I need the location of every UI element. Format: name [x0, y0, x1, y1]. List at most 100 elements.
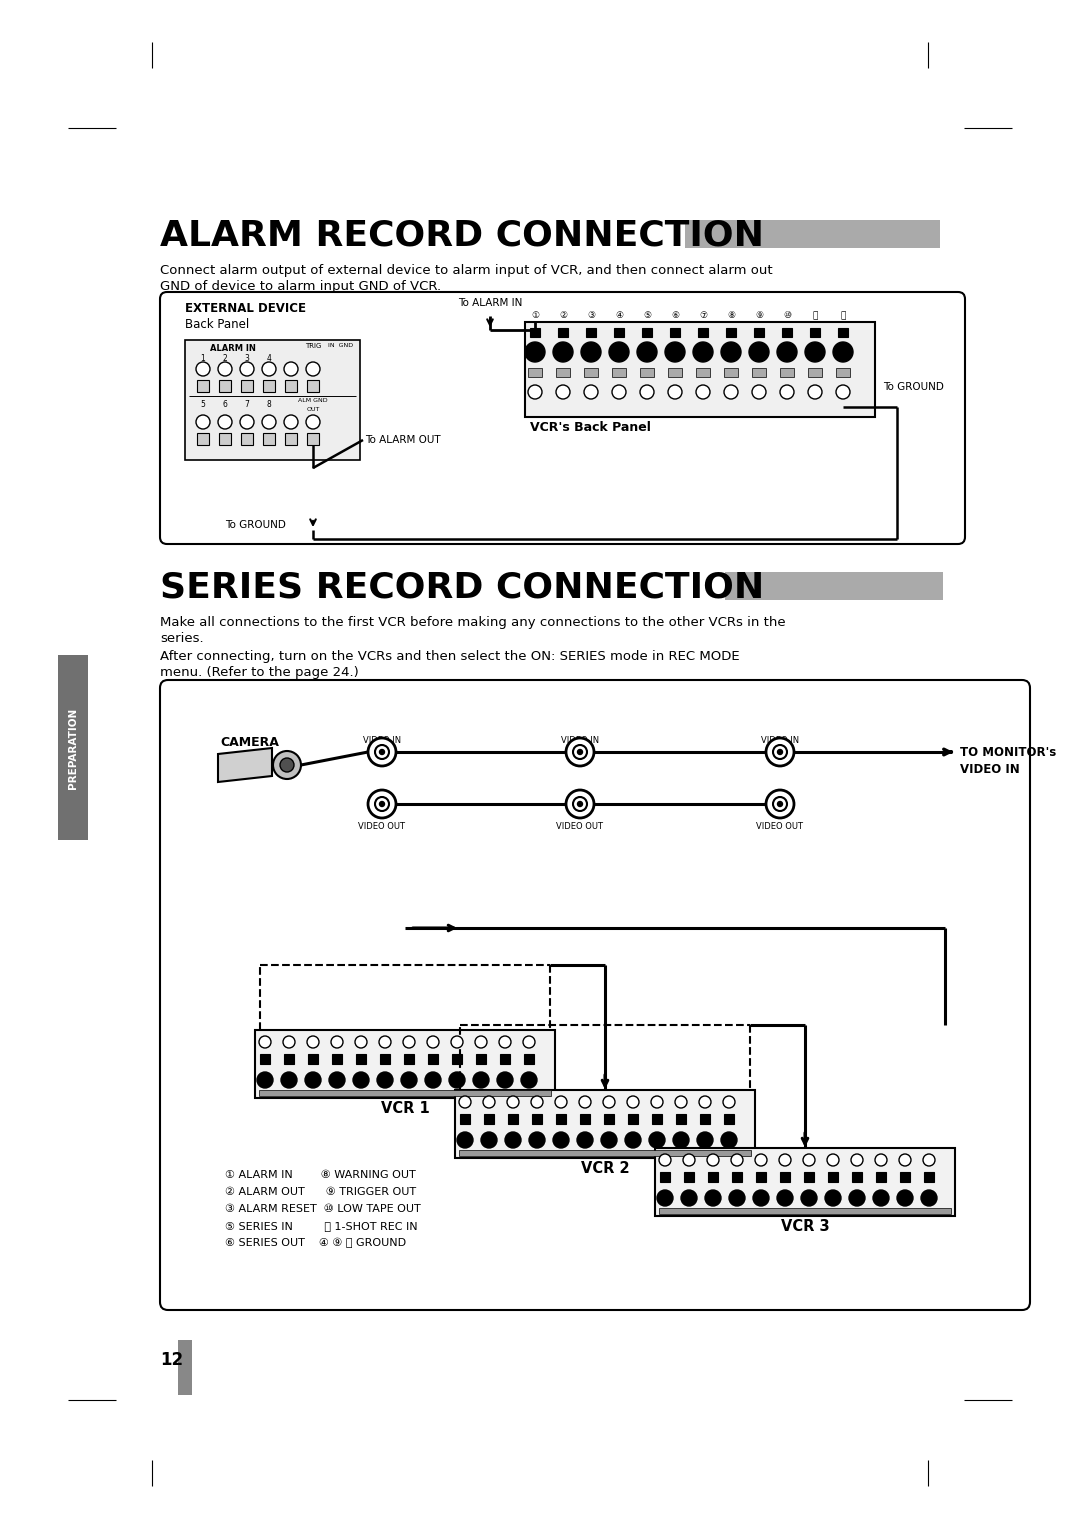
- Circle shape: [379, 802, 384, 807]
- Bar: [676, 1114, 686, 1125]
- Circle shape: [681, 1190, 697, 1206]
- Circle shape: [218, 362, 232, 376]
- Text: Make all connections to the first VCR before making any connections to the other: Make all connections to the first VCR be…: [160, 616, 785, 630]
- Text: ② ALARM OUT      ⑨ TRIGGER OUT: ② ALARM OUT ⑨ TRIGGER OUT: [225, 1187, 416, 1196]
- Circle shape: [600, 1132, 617, 1148]
- Bar: [780, 1172, 789, 1183]
- Circle shape: [368, 790, 396, 817]
- Circle shape: [651, 1096, 663, 1108]
- Bar: [754, 329, 764, 338]
- Bar: [307, 432, 319, 445]
- Bar: [459, 1151, 751, 1157]
- Circle shape: [553, 342, 573, 362]
- Bar: [852, 1172, 862, 1183]
- Bar: [285, 380, 297, 393]
- Bar: [556, 368, 570, 377]
- Text: menu. (Refer to the page 24.): menu. (Refer to the page 24.): [160, 666, 359, 678]
- Bar: [476, 1054, 486, 1063]
- Circle shape: [724, 385, 738, 399]
- Circle shape: [897, 1190, 913, 1206]
- Text: ⑤: ⑤: [643, 312, 651, 319]
- Circle shape: [566, 738, 594, 766]
- Circle shape: [640, 385, 654, 399]
- Bar: [524, 1054, 534, 1063]
- Circle shape: [673, 1132, 689, 1148]
- Circle shape: [777, 1190, 793, 1206]
- Circle shape: [218, 416, 232, 429]
- Circle shape: [259, 1036, 271, 1048]
- Bar: [307, 380, 319, 393]
- Circle shape: [355, 1036, 367, 1048]
- Text: ALM GND: ALM GND: [298, 397, 328, 403]
- Circle shape: [451, 1036, 463, 1048]
- Circle shape: [426, 1073, 441, 1088]
- Bar: [285, 432, 297, 445]
- Text: IN  GND: IN GND: [328, 342, 353, 348]
- Bar: [525, 322, 875, 417]
- Text: OUT: OUT: [307, 406, 320, 413]
- Circle shape: [729, 1190, 745, 1206]
- Text: TRIG: TRIG: [305, 342, 321, 348]
- Bar: [332, 1054, 342, 1063]
- Text: VCR 2: VCR 2: [581, 1161, 630, 1177]
- Circle shape: [307, 1036, 319, 1048]
- Polygon shape: [218, 749, 272, 782]
- Text: VIDEO OUT: VIDEO OUT: [359, 822, 405, 831]
- Text: ⑫: ⑫: [840, 312, 846, 319]
- Circle shape: [330, 1036, 343, 1048]
- Bar: [698, 329, 708, 338]
- Text: ②: ②: [559, 312, 567, 319]
- Bar: [659, 1209, 951, 1215]
- Circle shape: [637, 342, 657, 362]
- Circle shape: [195, 362, 210, 376]
- Circle shape: [375, 746, 389, 759]
- Text: VCR's Back Panel: VCR's Back Panel: [530, 422, 651, 434]
- Bar: [782, 329, 792, 338]
- Circle shape: [379, 750, 384, 755]
- Bar: [726, 329, 735, 338]
- Circle shape: [657, 1190, 673, 1206]
- Text: GND of device to alarm input GND of VCR.: GND of device to alarm input GND of VCR.: [160, 280, 441, 293]
- Circle shape: [773, 746, 787, 759]
- Bar: [241, 432, 253, 445]
- Circle shape: [755, 1154, 767, 1166]
- Bar: [455, 1089, 755, 1158]
- Circle shape: [603, 1096, 615, 1108]
- Bar: [558, 329, 568, 338]
- Circle shape: [849, 1190, 865, 1206]
- Text: PREPARATION: PREPARATION: [68, 707, 78, 788]
- Bar: [828, 1172, 838, 1183]
- Circle shape: [473, 1073, 489, 1088]
- Circle shape: [627, 1096, 639, 1108]
- Bar: [756, 1172, 766, 1183]
- Bar: [380, 1054, 390, 1063]
- Text: ⑥: ⑥: [671, 312, 679, 319]
- Circle shape: [731, 1154, 743, 1166]
- Bar: [685, 220, 940, 248]
- Text: SERIES RECORD CONNECTION: SERIES RECORD CONNECTION: [160, 570, 765, 604]
- Circle shape: [306, 416, 320, 429]
- Text: VIDEO IN: VIDEO IN: [761, 736, 799, 746]
- Circle shape: [581, 342, 600, 362]
- Circle shape: [649, 1132, 665, 1148]
- Circle shape: [281, 1073, 297, 1088]
- Circle shape: [553, 1132, 569, 1148]
- Text: VIDEO OUT: VIDEO OUT: [556, 822, 604, 831]
- Bar: [584, 368, 598, 377]
- Circle shape: [873, 1190, 889, 1206]
- Circle shape: [665, 342, 685, 362]
- Bar: [255, 1030, 555, 1099]
- Text: ④: ④: [615, 312, 623, 319]
- Circle shape: [449, 1073, 465, 1088]
- Text: Connect alarm output of external device to alarm input of VCR, and then connect : Connect alarm output of external device …: [160, 264, 772, 277]
- Text: To GROUND: To GROUND: [883, 382, 944, 393]
- Circle shape: [805, 342, 825, 362]
- Circle shape: [507, 1096, 519, 1108]
- Bar: [428, 1054, 438, 1063]
- Circle shape: [566, 790, 594, 817]
- Text: To ALARM OUT: To ALARM OUT: [365, 435, 441, 445]
- Circle shape: [529, 1132, 545, 1148]
- Bar: [752, 368, 766, 377]
- Bar: [654, 1148, 955, 1216]
- Circle shape: [305, 1073, 321, 1088]
